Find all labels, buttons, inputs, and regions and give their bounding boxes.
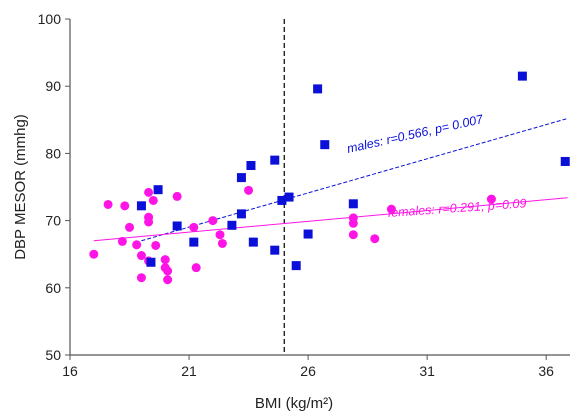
female-point: [386, 204, 396, 214]
female-point: [120, 201, 130, 211]
male-point: [320, 140, 330, 150]
female-point: [103, 199, 113, 209]
female-point: [189, 222, 199, 232]
y-tick-label: 100: [38, 11, 62, 27]
axis-ticks: 50 60 70 80 90 100 16 21 26 31 36: [38, 11, 555, 379]
male-point: [284, 192, 294, 202]
females-trend-line: [93, 197, 568, 242]
y-tick-label: 50: [45, 347, 61, 363]
female-point: [136, 251, 146, 261]
female-point: [191, 263, 201, 273]
y-tick-label: 90: [45, 78, 61, 94]
male-point: [236, 173, 246, 183]
male-point: [248, 237, 258, 247]
female-point: [151, 240, 161, 250]
male-point: [172, 221, 182, 231]
trend-lines: [93, 117, 568, 242]
male-point: [146, 257, 156, 267]
male-point: [270, 245, 280, 255]
female-point: [163, 266, 173, 276]
male-point: [517, 71, 527, 81]
male-point: [303, 229, 313, 239]
female-point: [370, 234, 380, 244]
male-point: [348, 199, 358, 209]
female-point: [215, 230, 225, 240]
y-tick-label: 80: [45, 145, 61, 161]
y-tick-label: 60: [45, 280, 61, 296]
x-tick-label: 16: [62, 363, 78, 379]
female-point: [125, 222, 135, 232]
male-point: [153, 185, 163, 195]
male-point: [189, 237, 199, 247]
x-tick-label: 21: [181, 363, 197, 379]
female-point: [117, 236, 127, 246]
female-point: [486, 194, 496, 204]
female-point: [348, 230, 358, 240]
female-point: [244, 185, 254, 195]
female-point: [160, 255, 170, 265]
female-point: [148, 195, 158, 205]
males-annotation: males: r=0.566, p= 0.007: [346, 112, 486, 156]
x-tick-label: 36: [538, 363, 554, 379]
female-point: [132, 240, 142, 250]
x-tick-label: 26: [300, 363, 316, 379]
female-point: [136, 273, 146, 283]
male-point: [277, 195, 287, 205]
male-point: [291, 261, 301, 271]
females-annotation: females: r=0.291, p=0.09: [387, 196, 527, 220]
data-points: [89, 71, 570, 285]
male-point: [560, 156, 570, 166]
male-point: [246, 160, 256, 170]
female-point: [89, 249, 99, 259]
y-tick-label: 70: [45, 213, 61, 229]
female-point: [348, 218, 358, 228]
female-point: [172, 191, 182, 201]
y-axis-title: DBP MESOR (mmhg): [12, 114, 29, 260]
male-point: [270, 155, 280, 165]
x-axis-title: BMI (kg/m²): [255, 395, 333, 412]
female-point: [163, 275, 173, 285]
x-tick-label: 31: [419, 363, 435, 379]
female-point: [208, 216, 218, 226]
male-point: [236, 209, 246, 219]
plot-frame: [69, 19, 570, 356]
male-point: [136, 201, 146, 211]
female-point: [144, 187, 154, 197]
male-point: [227, 220, 237, 230]
male-point: [313, 84, 323, 94]
female-point: [217, 238, 227, 248]
female-point: [144, 217, 154, 227]
